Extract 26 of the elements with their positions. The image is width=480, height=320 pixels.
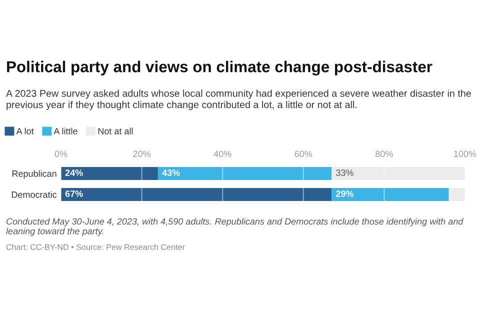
x-tick-label: 0%	[54, 150, 68, 158]
text: Chart: CC-BY-ND • Source: Pew Research Center	[6, 244, 185, 250]
chart-subtitle: A 2023 Pew survey asked adults whose local community had experienced a severe weather disaster in the previous year if they thought climate change contributed a lot, a little or not at all.	[6, 90, 471, 110]
data-label: 33%	[336, 170, 354, 176]
bar	[61, 188, 332, 202]
legend-label: A lot	[16, 128, 34, 134]
bar	[158, 166, 332, 180]
bar	[448, 188, 465, 202]
x-tick-label: 60%	[294, 150, 312, 158]
bar	[332, 166, 465, 180]
y-tick-label: Republican	[12, 170, 56, 179]
bar	[61, 166, 158, 180]
x-tick-label: 80%	[376, 150, 393, 158]
y-tick-label: Democratic	[12, 191, 57, 198]
legend-label: A little	[54, 128, 78, 134]
data-label: 43%	[162, 170, 180, 176]
chart-title: Political party and views on climate change post-disaster	[7, 60, 432, 76]
x-tick-label: 20%	[133, 150, 151, 158]
legend-label: Not at all	[98, 128, 133, 134]
text: Conducted May 30-June 4, 2023, with 4,590 adults. Republicans and Democrats include those identifying with and leaning toward the party.	[6, 218, 464, 236]
x-tick-label: 100%	[454, 150, 476, 158]
data-label: 24%	[65, 170, 83, 176]
x-tick-label: 40%	[214, 150, 232, 158]
bar	[332, 188, 449, 202]
data-label: 67%	[65, 190, 83, 197]
data-label: 29%	[336, 190, 354, 197]
